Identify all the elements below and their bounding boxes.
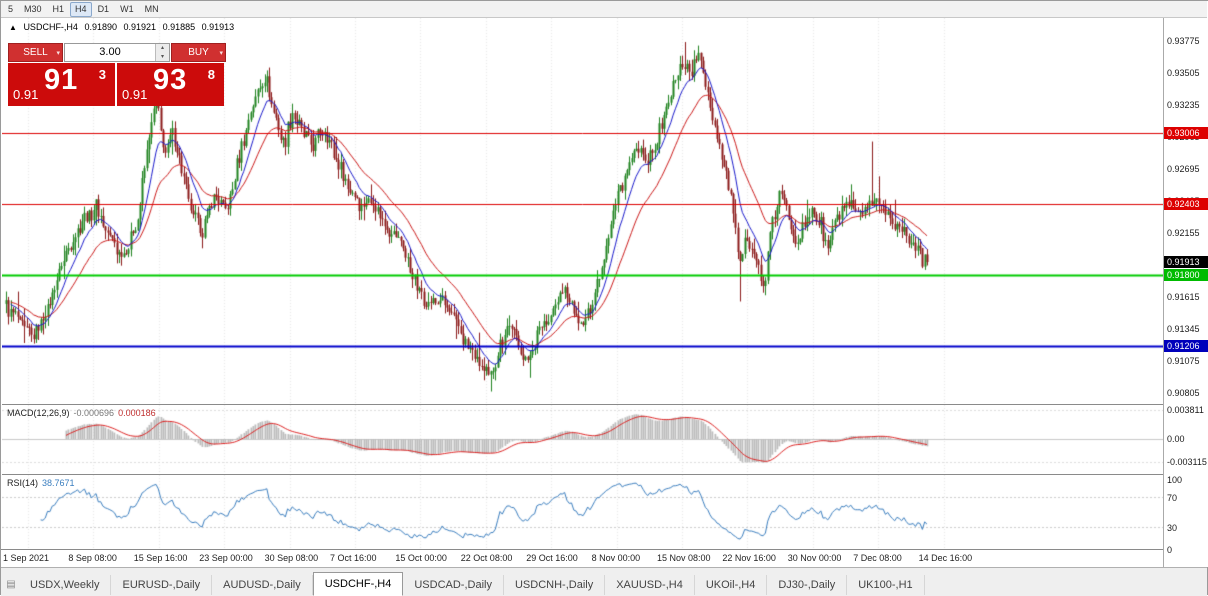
macd-panel[interactable] xyxy=(2,404,1163,474)
price-level-label: 0.93006 xyxy=(1164,126,1208,139)
timeframe-button-h4[interactable]: H4 xyxy=(70,1,92,17)
time-axis-label: 22 Oct 08:00 xyxy=(460,553,513,563)
time-axis-label: 23 Sep 00:00 xyxy=(199,553,253,563)
rsi-axis-label: 100 xyxy=(1167,475,1183,485)
chart-tab-ukoil-h4[interactable]: UKOil-,H4 xyxy=(695,575,768,595)
price-tick-label: 0.91615 xyxy=(1167,292,1200,303)
time-axis-label: 30 Sep 08:00 xyxy=(264,553,319,563)
price-tick-label: 0.93505 xyxy=(1167,68,1200,79)
macd-indicator-label: MACD(12,26,9) -0.000696 0.000186 xyxy=(7,408,156,418)
sell-price-prefix: 0.91 xyxy=(13,87,39,102)
macd-axis-label: -0.003115 xyxy=(1167,457,1207,468)
time-axis-label: 30 Nov 00:00 xyxy=(787,553,842,563)
chart-tab-dj30-daily[interactable]: DJ30-,Daily xyxy=(767,575,848,595)
one-click-toggle-icon[interactable]: ▲ xyxy=(9,23,17,32)
price-tick-label: 0.91075 xyxy=(1167,356,1200,367)
ohlc-high: 0.91921 xyxy=(123,22,157,32)
buy-price-prefix: 0.91 xyxy=(122,87,148,102)
price-level-label: 0.92403 xyxy=(1164,197,1208,210)
price-tick-label: 0.90805 xyxy=(1167,388,1200,399)
axis-divider xyxy=(1163,18,1164,567)
timeframe-toolbar: 5 M30 H1 H4 D1 W1 MN xyxy=(1,1,1207,18)
price-level-label: 0.91913 xyxy=(1164,256,1208,269)
chart-tab-usdchf-h4[interactable]: USDCHF-,H4 xyxy=(312,572,404,596)
time-axis-label: 8 Sep 08:00 xyxy=(68,553,117,563)
macd-main-value: -0.000696 xyxy=(73,408,115,418)
rsi-panel[interactable] xyxy=(2,474,1163,549)
chart-tab-eurusd-daily[interactable]: EURUSD-,Daily xyxy=(111,575,213,595)
buy-price-pips: 93 xyxy=(153,64,188,96)
time-axis-label: 14 Dec 16:00 xyxy=(918,553,973,563)
time-axis-label: 8 Nov 00:00 xyxy=(591,553,641,563)
sell-price-pips: 91 xyxy=(44,64,79,96)
macd-axis-label: 0.00 xyxy=(1167,434,1185,444)
volume-input[interactable]: 3.00 ▴ ▾ xyxy=(64,43,170,62)
rsi-name: RSI(14) xyxy=(7,478,39,488)
price-axis[interactable]: 0.937750.935050.932350.929650.926950.924… xyxy=(1164,1,1208,567)
ohlc-open: 0.91890 xyxy=(84,22,118,32)
price-tick-label: 0.91345 xyxy=(1167,324,1200,335)
volume-increase-button[interactable]: ▴ xyxy=(156,44,169,53)
rsi-canvas[interactable] xyxy=(2,475,1163,549)
chart-symbol-title: USDCHF-,H4 xyxy=(23,22,78,32)
timeframe-button-w1[interactable]: W1 xyxy=(120,3,134,14)
sell-price-display[interactable]: 0.91 91 3 xyxy=(8,63,115,106)
macd-signal-value: 0.000186 xyxy=(118,408,156,418)
price-tick-label: 0.92155 xyxy=(1167,228,1200,239)
chart-tab-usdcnh-daily[interactable]: USDCNH-,Daily xyxy=(504,575,606,595)
time-axis-label: 1 Sep 2021 xyxy=(3,553,50,563)
macd-canvas[interactable] xyxy=(2,405,1163,474)
sell-price-point: 3 xyxy=(98,67,106,82)
chart-tab-uk100-h1[interactable]: UK100-,H1 xyxy=(847,575,925,595)
time-axis-label: 7 Oct 16:00 xyxy=(330,553,377,563)
timeframe-button-d1[interactable]: D1 xyxy=(97,3,110,14)
time-axis-label: 15 Nov 08:00 xyxy=(657,553,711,563)
timeframe-button-5[interactable]: 5 xyxy=(8,3,14,14)
chart-tabbar: ▤ USDX,Weekly EURUSD-,Daily AUDUSD-,Daily U… xyxy=(1,567,1207,596)
sell-button-label: SELL xyxy=(23,47,48,58)
macd-axis-label: 0.003811 xyxy=(1167,405,1204,416)
buy-price-display[interactable]: 0.91 93 8 xyxy=(117,63,224,106)
rsi-axis-label: 30 xyxy=(1167,522,1178,533)
rsi-value: 38.7671 xyxy=(42,478,75,488)
time-axis-label: 15 Oct 00:00 xyxy=(395,553,447,563)
macd-name: MACD(12,26,9) xyxy=(7,408,70,418)
ohlc-close: 0.91913 xyxy=(201,22,235,32)
price-tick-label: 0.93235 xyxy=(1167,100,1200,111)
buy-price-point: 8 xyxy=(207,67,215,82)
time-axis-label: 29 Oct 16:00 xyxy=(526,553,578,563)
one-click-trading-panel: SELL ▾ 3.00 ▴ ▾ BUY ▾ 0.91 91 3 xyxy=(8,43,226,106)
time-axis-label: 7 Dec 08:00 xyxy=(853,553,902,563)
chart-tab-xauusd-h4[interactable]: XAUUSD-,H4 xyxy=(605,575,695,595)
rsi-indicator-label: RSI(14) 38.7671 xyxy=(7,478,75,488)
volume-decrease-button[interactable]: ▾ xyxy=(156,52,169,61)
rsi-axis-label: 0 xyxy=(1167,545,1173,555)
volume-value[interactable]: 3.00 xyxy=(99,46,121,58)
chart-tab-usdcad-daily[interactable]: USDCAD-,Daily xyxy=(403,575,504,595)
rsi-axis-label: 70 xyxy=(1167,493,1178,504)
buy-button[interactable]: BUY ▾ xyxy=(171,43,226,62)
buy-dropdown-icon[interactable]: ▾ xyxy=(219,50,223,57)
buy-button-label: BUY xyxy=(188,47,209,58)
timeframe-button-mn[interactable]: MN xyxy=(144,3,159,14)
ohlc-header: ▲ USDCHF-,H4 0.91890 0.91921 0.91885 0.9… xyxy=(9,22,238,32)
sell-dropdown-icon[interactable]: ▾ xyxy=(56,50,60,57)
time-axis-label: 22 Nov 16:00 xyxy=(722,553,776,563)
tab-list-icon[interactable]: ▤ xyxy=(6,579,16,590)
price-level-label: 0.91800 xyxy=(1164,269,1208,282)
ohlc-low: 0.91885 xyxy=(162,22,196,32)
sell-button[interactable]: SELL ▾ xyxy=(8,43,63,62)
timeframe-button-h1[interactable]: H1 xyxy=(52,3,65,14)
time-axis-label: 15 Sep 16:00 xyxy=(133,553,188,563)
time-axis[interactable]: 1 Sep 2021 8 Sep 08:00 15 Sep 16:00 23 Sep … xyxy=(1,549,1163,567)
price-tick-label: 0.92695 xyxy=(1167,164,1200,175)
price-level-label: 0.91206 xyxy=(1164,339,1208,352)
timeframe-button-m30[interactable]: M30 xyxy=(24,3,42,14)
price-tick-label: 0.93775 xyxy=(1167,36,1200,47)
chart-tab-audusd-daily[interactable]: AUDUSD-,Daily xyxy=(212,575,313,595)
chart-tab-usdx-weekly[interactable]: USDX,Weekly xyxy=(19,575,112,595)
